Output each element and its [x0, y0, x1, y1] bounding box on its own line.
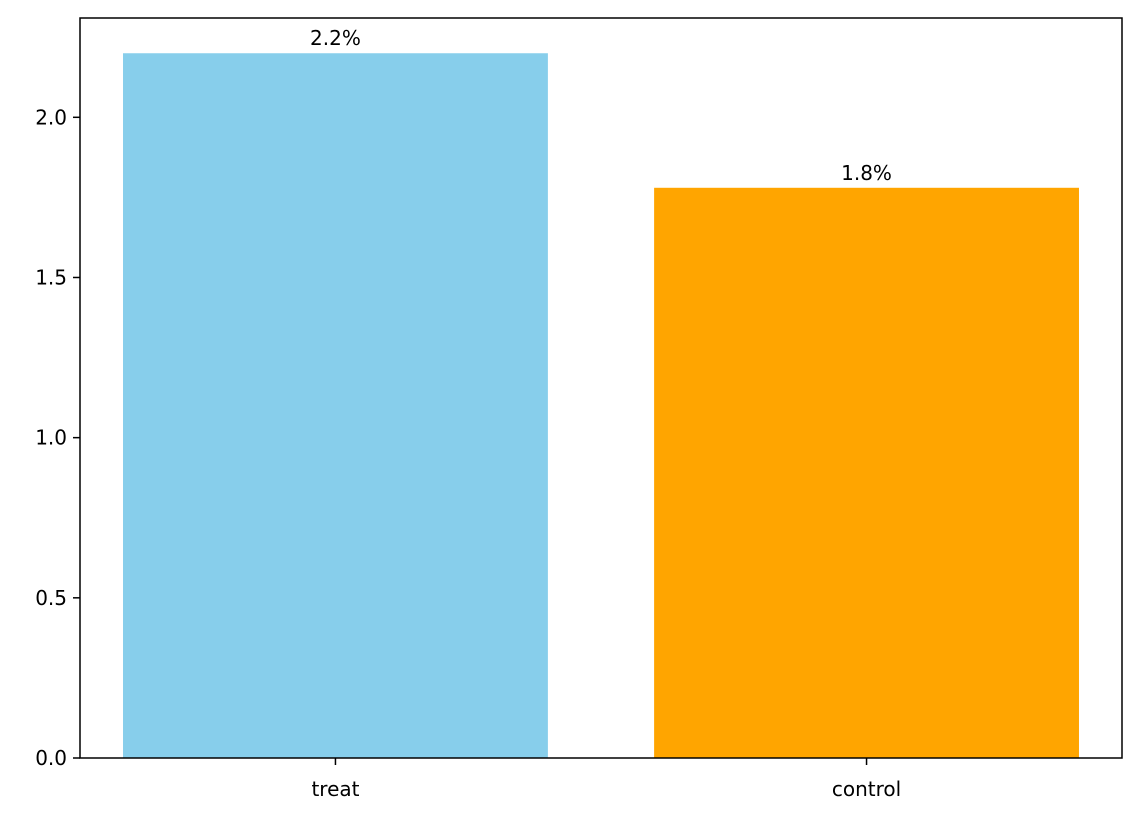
- bars-group: [123, 53, 1079, 758]
- y-tick-label-2: 1.0: [35, 426, 67, 450]
- data-labels-group: 2.2% 1.8%: [310, 26, 892, 185]
- plot-frame: [79, 17, 1123, 759]
- data-label-control: 1.8%: [841, 161, 892, 185]
- data-label-treat: 2.2%: [310, 26, 361, 50]
- bar-control: [654, 187, 1079, 758]
- y-tick-label-1: 0.5: [35, 586, 67, 610]
- x-tick-label-treat: treat: [311, 777, 359, 801]
- y-axis: 0.0 0.5 1.0 1.5 2.0: [35, 105, 80, 770]
- y-tick-label-3: 1.5: [35, 265, 67, 289]
- y-tick-label-0: 0.0: [35, 746, 67, 770]
- y-tick-label-4: 2.0: [35, 105, 67, 129]
- x-tick-label-control: control: [832, 777, 901, 801]
- x-axis: treat control: [311, 758, 901, 801]
- bar-treat: [123, 53, 548, 758]
